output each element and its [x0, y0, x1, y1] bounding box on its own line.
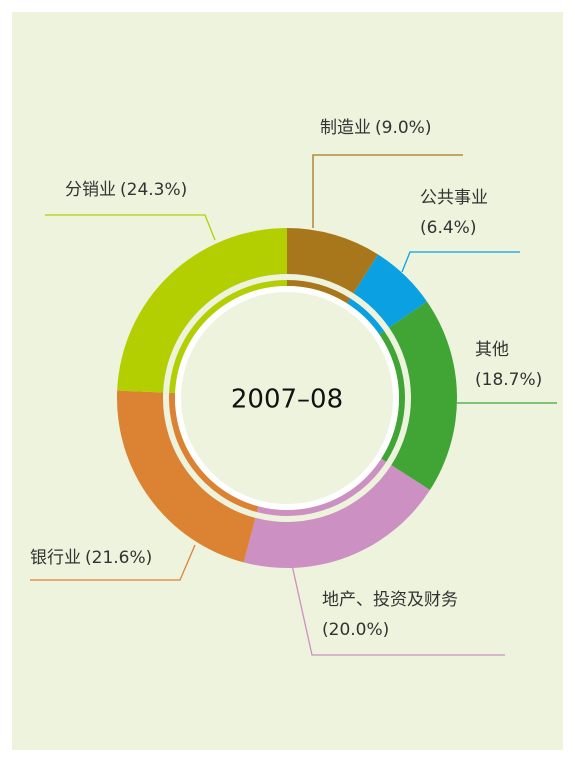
donut-segment	[389, 301, 457, 490]
center-circle	[181, 292, 393, 504]
inner-band	[169, 392, 259, 513]
slice-label: 银行业 (21.6%)	[30, 548, 152, 568]
donut-segment	[353, 254, 428, 328]
slice-label: 其他	[475, 340, 509, 360]
slice-label: 分销业 (24.3%)	[65, 180, 187, 200]
slice-name: 银行业	[30, 548, 81, 568]
donut-segment	[243, 465, 430, 568]
slice-label: 制造业 (9.0%)	[320, 118, 431, 138]
leader-line	[401, 251, 520, 273]
donut-segment	[287, 228, 379, 294]
donut-segment	[116, 390, 256, 563]
slice-value-label: (6.4%)	[420, 218, 476, 238]
slice-value-label: (24.3%)	[120, 180, 187, 200]
leader-line	[30, 544, 196, 581]
center-title: 2007–08	[231, 385, 343, 415]
inner-band	[169, 280, 287, 394]
leader-line	[312, 154, 463, 228]
slice-value-label: (20.0%)	[322, 620, 389, 640]
slice-label: 公共事业	[420, 188, 488, 208]
inner-band	[256, 458, 387, 516]
slice-label: 地产、投资及财务	[322, 590, 458, 610]
slice-value-label: (21.6%)	[85, 548, 152, 568]
inner-band	[287, 280, 351, 304]
slice-name: 分销业	[65, 180, 116, 200]
slice-value-label: (18.7%)	[475, 370, 542, 390]
donut-segment	[117, 228, 287, 393]
inner-band	[379, 331, 405, 462]
inner-band	[347, 298, 385, 335]
leader-line	[45, 214, 216, 241]
leader-line	[291, 564, 505, 656]
slice-name: 制造业	[320, 118, 371, 138]
slice-value-label: (9.0%)	[375, 118, 431, 138]
